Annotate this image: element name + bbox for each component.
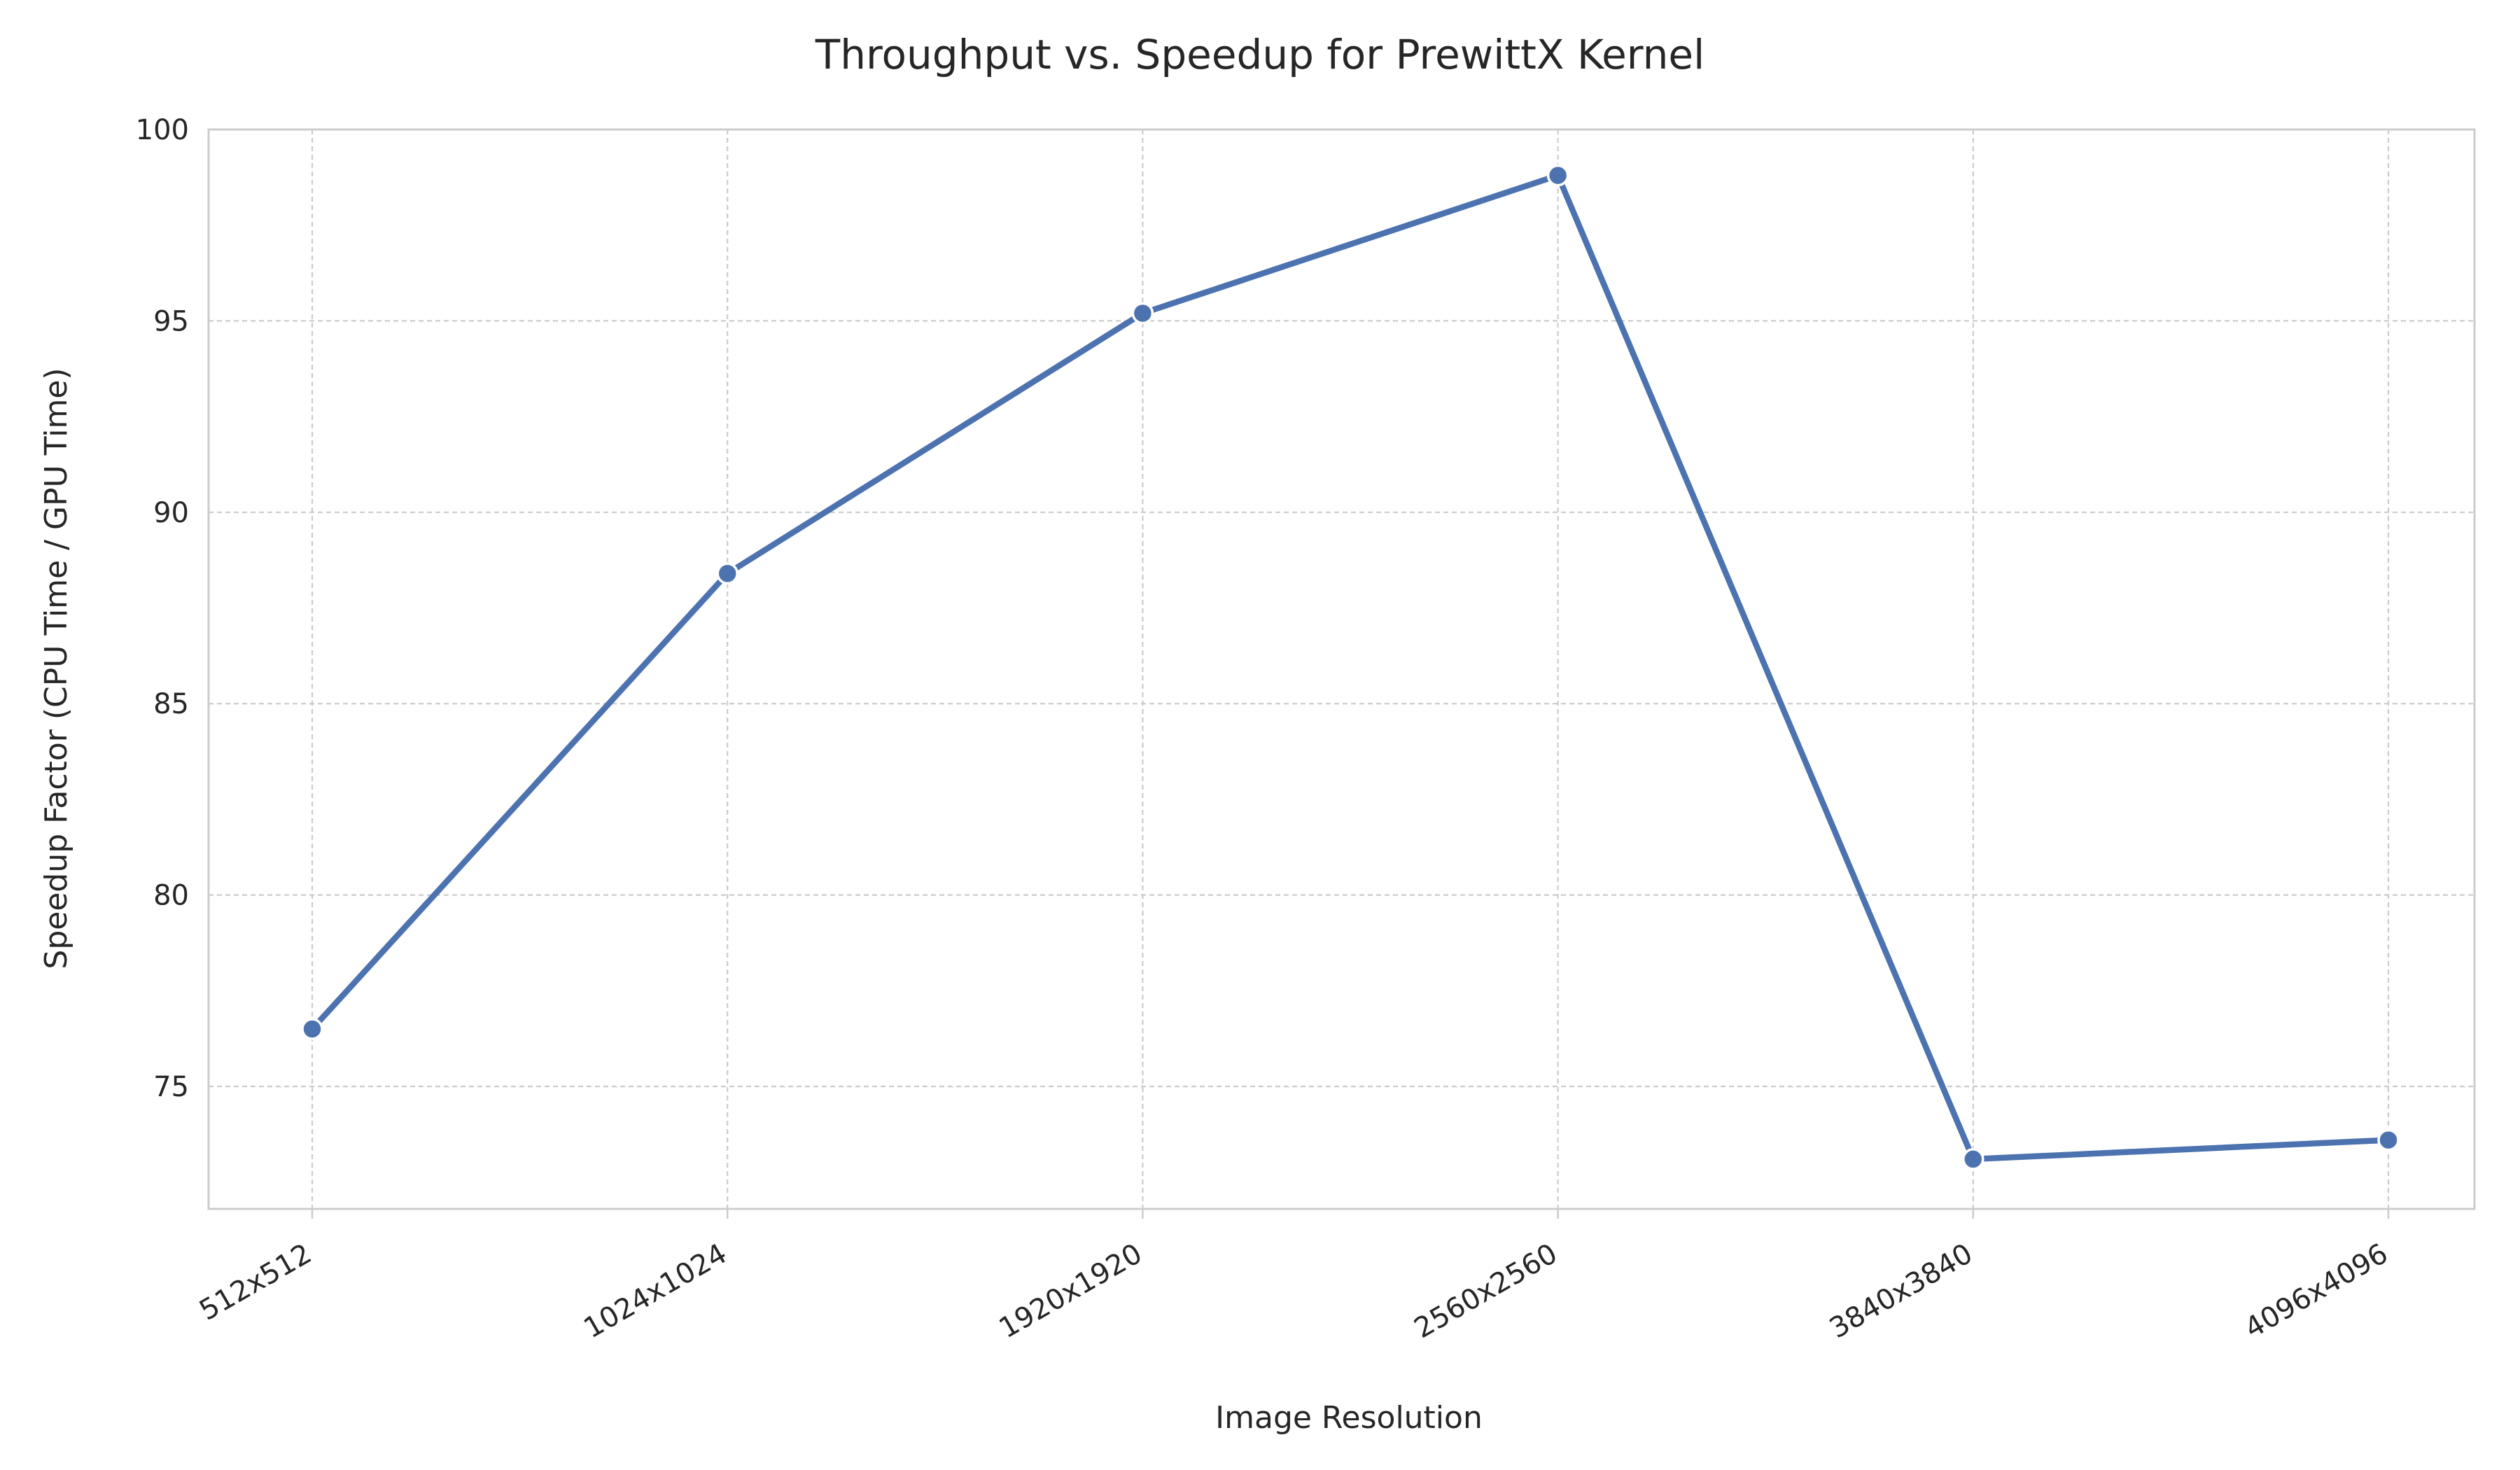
y-tick-label: 95 [153,305,189,337]
plot-area-frame [207,128,2476,1210]
y-tick-label: 85 [153,688,189,720]
data-point [301,1018,323,1040]
y-axis-label: Speedup Factor (CPU Time / GPU Time) [38,368,74,969]
y-tick-label: 80 [153,880,189,912]
y-tick-label: 90 [153,497,189,529]
chart-title: Throughput vs. Speedup for PrewittX Kern… [815,31,1704,78]
x-axis-label: Image Resolution [1215,1400,1483,1436]
data-point [1131,302,1154,325]
data-point [1962,1148,1984,1170]
data-point [2377,1128,2400,1152]
y-tick-label: 75 [153,1071,189,1103]
series-line [309,172,2392,1163]
data-point [716,562,738,585]
y-tick-label: 100 [136,114,189,146]
data-point [1546,164,1569,187]
axis-ticks [311,1209,2390,1219]
series-layer [301,164,2400,1170]
